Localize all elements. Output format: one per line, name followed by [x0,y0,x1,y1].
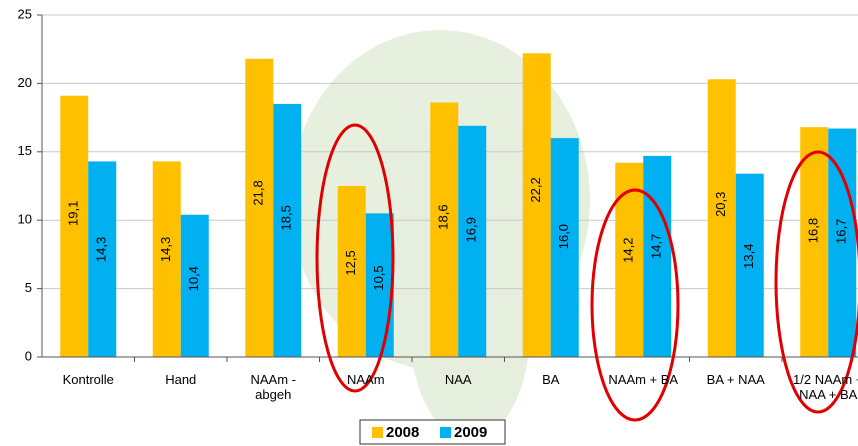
bar [273,103,302,357]
highlight-ellipse [774,150,858,414]
value-label: 10,4 [186,266,201,291]
bar [458,125,487,357]
bar [60,95,89,357]
bar [800,127,829,358]
legend-label: 2009 [454,424,487,441]
x-tick-label: NAAm + BA [608,372,679,387]
legend-label: 2008 [386,424,419,441]
bar [735,173,764,357]
value-label: 16,7 [834,219,849,244]
highlight-ellipse [590,188,680,422]
value-label: 10,5 [371,265,386,290]
y-tick-label: 5 [25,280,32,295]
bar [828,128,857,357]
value-label: 14,3 [94,237,109,262]
bar [643,155,672,357]
bar [180,214,209,357]
bar [337,186,366,357]
x-tick-label: NAAm [346,372,385,387]
x-tick-label: Kontrolle [62,372,114,387]
y-tick-label: 15 [18,143,32,158]
value-label: 16,0 [556,224,571,249]
bar [152,161,181,357]
x-tick-label: 1/2 NAAm + NAA + BA [793,372,858,402]
y-tick-label: 20 [18,75,32,90]
value-label: 18,6 [436,204,451,229]
value-label: 18,5 [279,205,294,230]
y-tick-label: 25 [18,6,32,21]
value-label: 21,8 [251,180,266,205]
value-label: 14,7 [649,234,664,259]
highlight-ellipse [315,123,395,393]
bar [365,213,394,357]
bar [615,162,644,357]
x-tick-label: BA + NAA [706,372,765,387]
value-label: 14,2 [621,238,636,263]
bar [430,102,459,357]
value-label: 12,5 [343,250,358,275]
x-tick-label: NAA [444,372,472,387]
y-tick-label: 0 [25,348,32,363]
x-tick-label: Hand [165,372,197,387]
value-label: 20,3 [713,192,728,217]
legend-box [359,419,506,445]
value-label: 16,8 [806,218,821,243]
value-label: 14,3 [158,237,173,262]
x-tick-label: BA [542,372,560,387]
legend-swatch [440,427,451,438]
y-tick-label: 10 [18,212,32,227]
bar [88,161,117,357]
value-label: 22,2 [528,177,543,202]
x-tick-label: NAAm - abgeh [250,372,297,402]
bar [550,138,579,357]
legend-swatch [372,427,383,438]
value-label: 16,9 [464,217,479,242]
bar [707,79,736,358]
value-label: 19,1 [66,201,81,226]
bar [522,53,551,357]
value-label: 13,4 [741,244,756,269]
bar [245,58,274,357]
